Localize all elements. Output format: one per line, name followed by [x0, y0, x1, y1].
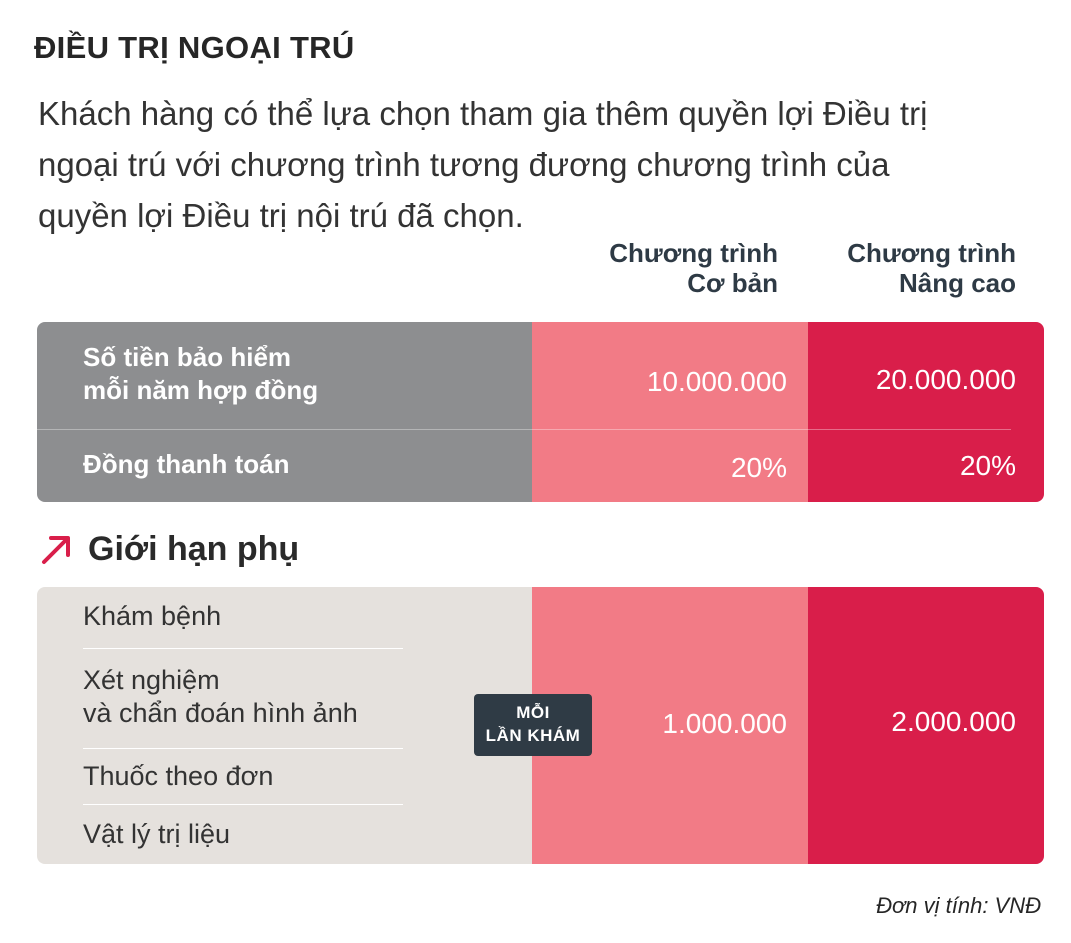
label-column: [37, 322, 532, 502]
sub-limit-basic-value: 1.000.000: [662, 708, 787, 739]
row-divider: [83, 748, 403, 749]
arrow-up-right-icon: [42, 535, 70, 564]
row-label-sum-insured: Số tiền bảo hiểm mỗi năm hợp đồng: [83, 341, 318, 407]
per-visit-badge: MỖI LẦN KHÁM: [474, 694, 592, 756]
sub-limits-heading: Giới hạn phụ: [38, 530, 299, 569]
advanced-column: [808, 322, 1044, 502]
row-divider: [37, 429, 1011, 430]
unit-note: Đơn vị tính: VNĐ: [876, 893, 1041, 918]
row-divider: [83, 804, 403, 805]
intro-line: Khách hàng có thể lựa chọn tham gia thêm…: [38, 95, 928, 132]
column-header-basic: Chương trình Cơ bản: [548, 238, 778, 298]
copayment-advanced-value: 20%: [959, 450, 1016, 481]
row-label-line: mỗi năm hợp đồng: [83, 375, 319, 405]
sub-limit-item: Vật lý trị liệu: [83, 819, 231, 849]
intro-text: Khách hàng có thể lựa chọn tham gia thêm…: [38, 88, 1038, 241]
basic-column: [532, 322, 808, 502]
main-benefit-table: Số tiền bảo hiểm mỗi năm hợp đồng 10.000…: [37, 322, 1044, 502]
sum-insured-basic-value: 10.000.000: [646, 366, 787, 397]
badge-line: MỖI: [516, 703, 550, 722]
sum-insured-advanced-value: 20.000.000: [875, 364, 1016, 395]
sub-limit-item-line: Xét nghiệm: [83, 665, 220, 695]
row-label-copayment: Đồng thanh toán: [83, 449, 290, 479]
sub-limit-item-line: và chẩn đoán hình ảnh: [83, 698, 358, 728]
row-divider: [83, 648, 403, 649]
column-header-line: Nâng cao: [898, 268, 1016, 298]
column-header-line: Chương trình: [847, 238, 1016, 268]
column-header-line: Chương trình: [609, 238, 778, 268]
sub-limit-item: Xét nghiệm và chẩn đoán hình ảnh: [83, 664, 358, 730]
sub-limit-item: Khám bệnh: [83, 601, 222, 631]
sub-limit-item: Thuốc theo đơn: [83, 761, 274, 791]
badge-line: LẦN KHÁM: [485, 726, 581, 745]
page-title: ĐIỀU TRỊ NGOẠI TRÚ: [34, 30, 355, 65]
sub-limit-advanced-value: 2.000.000: [891, 706, 1016, 737]
column-header-advanced: Chương trình Nâng cao: [790, 238, 1016, 298]
column-header-line: Cơ bản: [687, 268, 778, 298]
intro-line: quyền lợi Điều trị nội trú đã chọn.: [38, 197, 524, 234]
sub-limits-table: Khám bệnh Xét nghiệm và chẩn đoán hình ả…: [37, 587, 1044, 864]
sub-limits-title: Giới hạn phụ: [88, 530, 300, 568]
row-label-line: Số tiền bảo hiểm: [83, 342, 292, 372]
advanced-column: [808, 587, 1044, 864]
intro-line: ngoại trú với chương trình tương đương c…: [38, 146, 890, 183]
label-column: [37, 587, 532, 864]
copayment-basic-value: 20%: [730, 452, 787, 483]
